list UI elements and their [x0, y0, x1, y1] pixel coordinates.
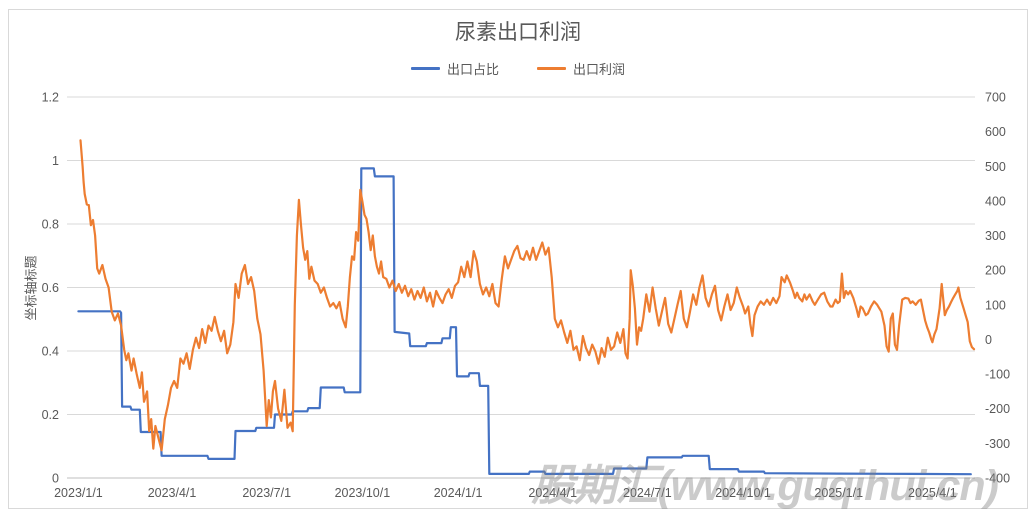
right-axis-tick-label: -300 [985, 437, 1010, 451]
left-axis-tick-label: 0.8 [42, 218, 59, 232]
x-axis-tick-label: 2023/10/1 [335, 486, 391, 500]
left-axis-tick-label: 0.2 [42, 408, 59, 422]
left-axis-tick-label: 0 [52, 472, 59, 486]
legend-line-swatch-blue [410, 67, 440, 70]
x-axis-tick-label: 2024/4/1 [528, 486, 577, 500]
left-axis-tick-label: 1 [52, 154, 59, 168]
x-axis-tick-label: 2025/1/1 [814, 486, 863, 500]
legend-label-export-share: 出口占比 [446, 62, 499, 77]
left-axis-tick-label: 0.4 [42, 345, 59, 359]
x-axis-tick-label: 2023/4/1 [148, 486, 197, 500]
right-axis-tick-label: 400 [985, 194, 1006, 208]
x-axis-tick-label: 2023/1/1 [54, 486, 103, 500]
right-axis-tick-label: -100 [985, 368, 1010, 382]
legend: 出口占比 出口利润 [0, 59, 1036, 78]
left-axis-tick-label: 1.2 [42, 91, 59, 105]
right-axis-tick-label: 500 [985, 160, 1006, 174]
chart-title: 尿素出口利润 [455, 21, 581, 44]
legend-line-swatch-orange [537, 67, 566, 70]
x-axis-tick-label: 2024/10/1 [715, 486, 771, 500]
right-axis-tick-label: 100 [985, 298, 1006, 312]
right-axis-tick-label: -200 [985, 402, 1010, 416]
right-axis-tick-label: 0 [985, 333, 992, 347]
left-axis-title: 坐标轴标题 [23, 255, 39, 321]
legend-label-export-profit: 出口利润 [573, 62, 626, 77]
right-axis-tick-label: 600 [985, 125, 1006, 139]
right-axis-tick-label: 300 [985, 229, 1006, 243]
legend-item-export-profit: 出口利润 [537, 59, 625, 78]
legend-item-export-share: 出口占比 [410, 59, 499, 78]
watermark: 股期汇(www.guqihui.cn) [531, 462, 999, 510]
x-axis-tick-label: 2023/7/1 [242, 486, 291, 500]
right-axis-tick-label: 700 [985, 91, 1006, 105]
x-axis-tick-label: 2024/7/1 [623, 486, 672, 500]
right-axis-tick-label: -400 [985, 472, 1010, 486]
series-line-1 [77, 167, 972, 476]
right-axis-tick-label: 200 [985, 264, 1006, 278]
left-axis-tick-label: 0.6 [42, 281, 59, 295]
x-axis-tick-label: 2024/1/1 [434, 486, 483, 500]
x-axis-tick-label: 2025/4/1 [908, 486, 957, 500]
series-line-2 [79, 139, 976, 452]
